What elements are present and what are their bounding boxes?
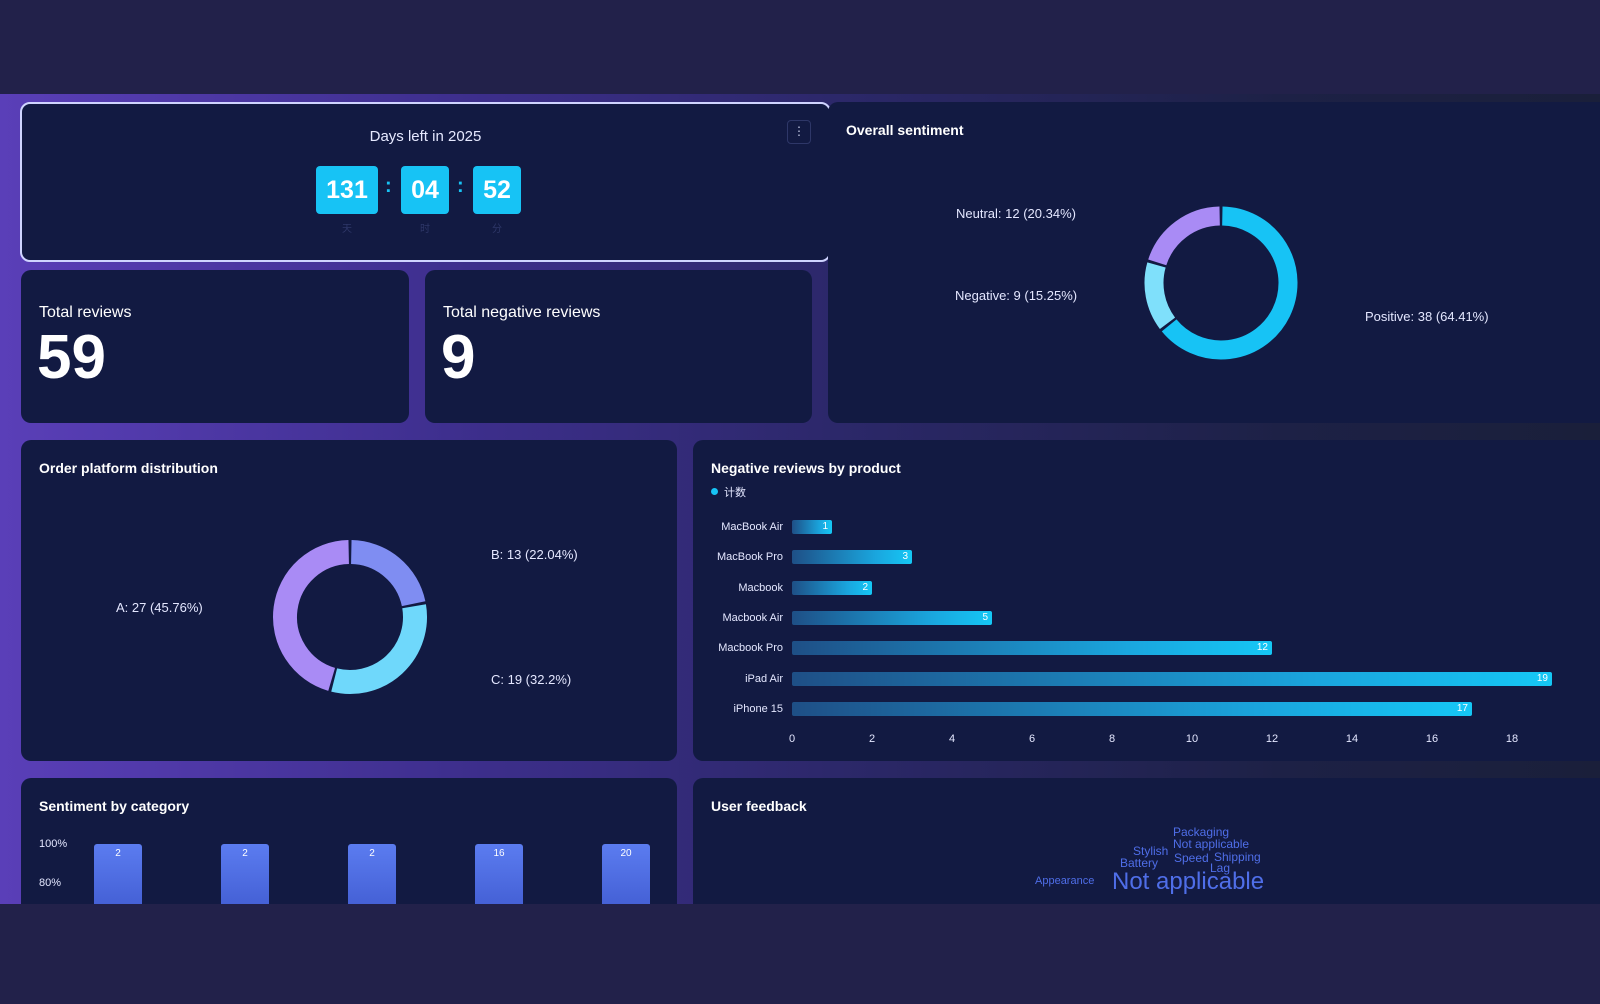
word-shipping: Shipping [1214,850,1261,864]
x-tick-label: 10 [1185,733,1199,745]
legend-label: 计数 [724,487,746,499]
word-battery: Battery [1120,856,1159,870]
platform-card: Order platform distribution A: 27 (45.76… [21,440,677,761]
platform-a-label: A: 27 (45.76%) [116,600,203,615]
days-unit: 天 [342,224,352,235]
user-feedback-card: User feedback Packaging Not applicable S… [693,778,1600,904]
negative-by-product-card: Negative reviews by product 计数 MacBook A… [693,440,1600,761]
word-appearance: Appearance [1035,875,1095,887]
total-negative-value: 9 [441,323,476,392]
platform-title: Order platform distribution [39,460,218,476]
legend-dot-icon [711,488,718,495]
negative-by-product-title: Negative reviews by product [711,460,901,476]
bar-value-label: 1 [822,521,828,532]
total-reviews-value: 59 [37,323,106,392]
word-not-applicable-large: Not applicable [1112,868,1265,895]
platform-slice-c[interactable] [331,604,427,694]
total-reviews-label: Total reviews [39,304,132,321]
negative-label: Negative: 9 (15.25%) [955,288,1078,303]
category-label: MacBook Pro [716,551,783,564]
x-tick-label: 4 [948,733,956,745]
x-tick-label: 18 [1505,733,1519,745]
platform-c-label: C: 19 (32.2%) [491,672,572,687]
bar-1[interactable]: 3 [792,550,912,565]
bar-value-label: 12 [1256,642,1268,654]
dashboard: Days left in 2025 ⋮ 131 : 04 : 52 天 时 分 … [0,94,1600,904]
bar-value-label: 5 [982,611,988,623]
sentiment-slice-negative[interactable] [1144,262,1176,330]
bar-5[interactable]: 19 [792,671,1552,686]
overall-sentiment-card: Overall sentiment Neutral: 12 (20.34%) N… [828,102,1600,423]
word-lag: Lag [1210,861,1231,875]
stacked-bar-2[interactable]: 2 [348,844,396,904]
hours-digit: 04 [401,166,449,214]
stacked-bar-value: 2 [242,848,248,859]
colon-separator: : [385,175,392,197]
bar-0[interactable]: 1 [792,520,832,534]
bar-3[interactable]: 5 [792,610,992,625]
positive-label: Positive: 38 (64.41%) [1365,309,1489,324]
category-label: Macbook Pro [718,642,783,655]
x-tick-label: 16 [1425,733,1439,745]
word-not-applicable: Not applicable [1173,837,1250,851]
sentiment-slice-positive[interactable] [1161,206,1298,360]
bar-value-label: 3 [902,551,908,563]
minutes-unit: 分 [492,224,502,235]
days-digit: 131 [316,166,378,214]
sentiment-category-title: Sentiment by category [39,798,190,814]
word-packaging: Packaging [1173,825,1230,839]
neutral-label: Neutral: 12 (20.34%) [956,206,1076,221]
bar-value-label: 19 [1536,672,1548,684]
total-negative-card: Total negative reviews 9 [425,270,812,423]
x-tick-label: 8 [1108,733,1116,745]
category-label: iPhone 15 [733,702,783,715]
y-tick-80: 80% [39,877,62,889]
more-menu-icon[interactable]: ⋮ [787,120,811,144]
total-negative-label: Total negative reviews [443,304,601,321]
x-tick-label: 12 [1265,733,1279,745]
category-label: iPad Air [745,672,783,685]
stacked-bar-0[interactable]: 2 [94,844,142,904]
colon-separator: : [457,175,464,197]
category-label: Macbook Air [722,611,783,624]
word-stylish: Stylish [1133,844,1169,858]
y-tick-100: 100% [39,838,68,850]
user-feedback-title: User feedback [711,798,807,814]
stacked-bar-4[interactable]: 20 [602,844,650,904]
sentiment-donut-chart [1144,206,1298,360]
overall-sentiment-title: Overall sentiment [846,122,964,138]
category-label: MacBook Air [721,521,783,533]
bar-value-label: 17 [1456,702,1468,714]
x-tick-label: 2 [868,733,876,745]
x-tick-label: 0 [788,733,796,745]
bar-4[interactable]: 12 [792,641,1272,656]
stacked-bar-value: 2 [115,848,121,859]
platform-b-label: B: 13 (22.04%) [491,547,578,562]
platform-slice-b[interactable] [350,540,426,607]
sentiment-slice-neutral[interactable] [1148,206,1221,266]
bar-2[interactable]: 2 [792,580,872,595]
countdown-card: Days left in 2025 ⋮ 131 : 04 : 52 天 时 分 [20,102,831,262]
bar-6[interactable]: 17 [792,701,1472,716]
x-tick-label: 14 [1345,733,1359,745]
platform-donut-chart [273,540,427,694]
stacked-bar-value: 16 [493,848,505,859]
stacked-bar-3[interactable]: 16 [475,844,523,904]
countdown-title: Days left in 2025 [369,128,482,145]
hours-unit: 时 [420,224,430,235]
sentiment-category-card: Sentiment by category 100% 80% 2 2 2 16 20 [21,778,677,904]
category-label: Macbook [738,581,783,594]
word-speed: Speed [1174,851,1209,865]
stacked-bar-value: 20 [620,848,632,859]
minutes-digit: 52 [473,166,521,214]
bar-value-label: 2 [862,581,868,593]
x-tick-label: 6 [1028,733,1036,745]
total-reviews-card: Total reviews 59 [21,270,409,423]
platform-slice-a[interactable] [273,540,350,691]
stacked-bar-1[interactable]: 2 [221,844,269,904]
stacked-bar-value: 2 [369,848,375,859]
